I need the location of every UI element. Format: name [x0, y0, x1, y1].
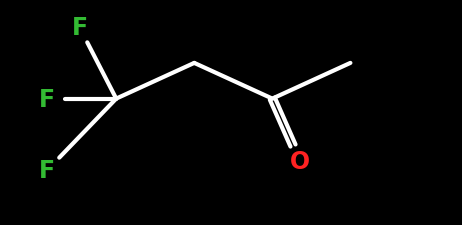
Circle shape: [34, 86, 61, 112]
Text: F: F: [39, 87, 55, 111]
Text: O: O: [290, 149, 310, 173]
Text: F: F: [39, 158, 55, 182]
Circle shape: [286, 148, 314, 175]
Circle shape: [34, 157, 61, 184]
Circle shape: [66, 15, 93, 41]
Text: F: F: [72, 16, 87, 40]
